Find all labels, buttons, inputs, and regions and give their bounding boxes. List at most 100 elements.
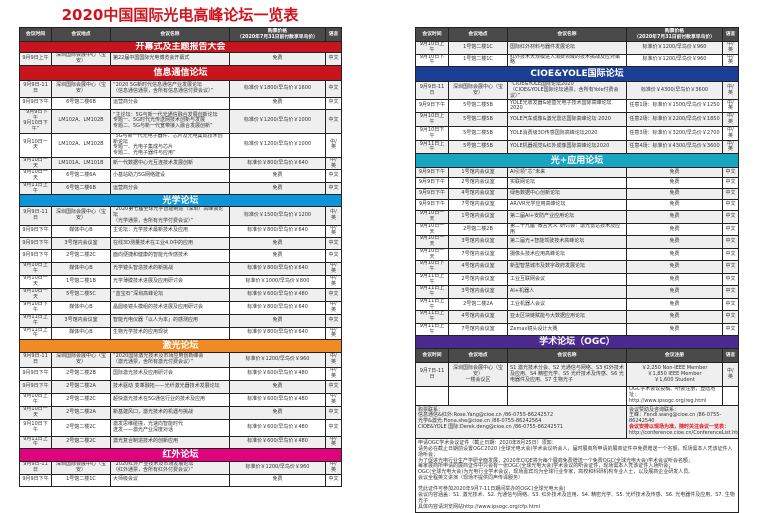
cell-name: YOLE汽车成像&激光雷达国际高峰论坛 2020 [507, 112, 627, 128]
cell-name: 第二届AI+安防产业应用论坛 [507, 210, 627, 224]
cell-name: 生物光学技术的应用现状 [110, 326, 230, 341]
cell-location: 媒体中心B [51, 326, 111, 341]
cell-price: 任意2场：标准价￥2200/早鸟价￥1850 [626, 112, 723, 128]
cell-location: 6号馆二楼6A [51, 169, 111, 183]
table-row: 9月10日下午 1号馆二楼1C 红外技术大规模进入消费领域的技术挑战及应对策略 标准价… [415, 53, 739, 67]
cell-price: 标准价￥800/早鸟价￥640 [229, 224, 326, 239]
cell-name: 激光复合制造技术的创新应用 [110, 435, 230, 450]
cell-location: 2号馆内会议室 [448, 272, 508, 287]
cell-time: 9月7日-11日 [415, 362, 449, 388]
cell-name: “2020国际激光技术及市场应用创新峰会 （激光通票，含所有激光付费会议）” [110, 352, 230, 369]
cell-location: 深圳国际会展中心（宝安） [51, 52, 111, 66]
table-row: 9月9日-11日 深圳国际会展中心（宝安） “CIOE&YOLE国际论坛2020 （… [415, 80, 739, 101]
cell-name: 运营商分会 [110, 96, 230, 110]
cell-name: 主论坛：光学技术最新技术及应用 [110, 224, 230, 239]
table-row: 9月9日下午 3号馆内会议室 在线3D测量技术在工业4.0中的应用 免费 中文 [19, 237, 342, 251]
cell-language: 中文 [722, 322, 739, 337]
cell-time: 9月10日上午 [19, 262, 52, 277]
cell-language: 中文 [722, 177, 739, 190]
cell-time: 9月11日上午 [415, 140, 449, 155]
header-name: 会议名称 [110, 27, 230, 42]
cell-time: 9月9日下午 [415, 199, 449, 212]
cell-name: 亚太区块链赋能与大数据应用论坛 [507, 310, 627, 324]
cell-price: 免费 [229, 169, 326, 183]
table-row: “9月9日下午 9月10日下午” LM102A、LM102B “主论坛：5G与新一代… [19, 108, 342, 134]
cell-location: 1号馆二楼1C [51, 473, 111, 487]
cell-language: 中文 [325, 418, 342, 437]
cell-language: 中/英 [325, 326, 342, 341]
cell-name: 光学镜头智造技术的新挑战 [110, 262, 230, 277]
cell-time: 9月10日一天 [19, 156, 52, 171]
cell-time: 9月9日下午 [415, 167, 449, 179]
cell-language: 中文 [722, 297, 739, 312]
cell-price: 标准价￥1800/早鸟价￥1600 [229, 79, 326, 98]
cell-location [448, 386, 508, 406]
cell-name: 运营商分会 [110, 181, 230, 196]
cell-location: 2号馆二楼2C [51, 392, 111, 407]
cell-price: 标准价￥4300/早鸟价￥3600 [626, 80, 723, 101]
cell-location: 1号馆内会议室 [448, 167, 508, 179]
cell-location: 6号馆二楼6B [51, 96, 111, 110]
header-language: 语言 [722, 348, 739, 364]
section-row: 光学论坛 [19, 194, 342, 208]
cell-language: 中/英 [325, 156, 342, 171]
cell-time: 9月11日上午 [19, 435, 52, 450]
cell-language: 中文 [722, 235, 739, 249]
cell-location: 2号馆二楼2A [51, 379, 111, 394]
table-row: 9月10日一天 2号馆二楼2A 新基建风口，激光技术的机遇与挑战 免费 中文 [19, 405, 342, 420]
section-row: CIOE&YOLE国际论坛 [415, 66, 739, 82]
cell-language: 中/英 [325, 262, 342, 277]
section-title: CIOE&YOLE国际论坛 [415, 66, 739, 82]
cell-location: 深圳国际会展中心（宝安） 一楼会议区 [448, 362, 508, 388]
cell-location: 1号馆二楼1C [448, 53, 508, 67]
cell-name: “5G与新一代光电子器件、芯片及光电集成技术创新论坛 专题一、光电子集成与芯片 … [110, 132, 230, 158]
cell-name: 新型智慧城市及数字政府发展论坛 [507, 260, 627, 274]
cell-location: 6号馆二楼6B [51, 181, 111, 196]
cell-language [722, 386, 739, 406]
cell-price: 免费 [229, 96, 326, 110]
cell-time: 9月10日上午 [415, 41, 449, 55]
cell-location: 7号馆内会议室 [448, 247, 508, 262]
cell-time: 9月9日-11日 [19, 79, 52, 98]
header-price: 购票价格 （2020年7月31日前付款享早鸟价） [626, 27, 723, 42]
cell-price: 免费 [229, 237, 326, 251]
header-language: 语言 [722, 27, 739, 42]
conference-list-link[interactable]: http://conference.cioe.cn/ConferenceList… [629, 429, 739, 436]
table-row: 9月9日下午 2号馆二楼2B 国际激光技术及应用研讨会 标准价￥600/早鸟价￥480… [19, 367, 342, 381]
cell-time: 9月9日下午 [19, 473, 52, 487]
table-row: 9月10日上午 媒体中心B 光学镜头智造技术的新挑战 标准价￥800/早鸟价￥640 中… [19, 262, 342, 277]
cell-price: 免费 [626, 177, 723, 190]
cell-name: Zemax镜头设计大赛 [507, 322, 627, 337]
cell-name: 第二十九届“微言大义”研讨会：激光雷达技术及应用 [507, 222, 627, 237]
cell-price: 标准价￥1000/早鸟价￥800 [229, 275, 326, 290]
cell-language: 中/英 [325, 392, 342, 407]
cell-location: 4号馆内会议室 [448, 260, 508, 274]
cell-location: 媒体中心B [51, 262, 111, 277]
cell-time: 9月9日上午 [19, 52, 52, 66]
cell-name: 智能光电仪器「以人为本」的感测应用 [110, 313, 230, 328]
cell-name: “2020第七届全球光学智能制造（深圳）高峰会论坛 （光学通票，含所有光学付费会… [110, 206, 230, 226]
cell-name: YOLE光收发器&硅基光电子技术国际高峰论坛2020 [507, 99, 627, 114]
cell-time: 9月10日上午 [415, 112, 449, 128]
cell-location: 2号馆内会议室 [448, 177, 508, 190]
cell-time: 9月9日下午 [19, 367, 52, 381]
cell-location: LM102A、LM102B [51, 132, 111, 158]
cell-language: 中文 [325, 108, 342, 134]
cell-language: 中文 [325, 79, 342, 98]
cell-language: 中文 [722, 222, 739, 237]
cell-name: 绿色数据中心创新论坛 [507, 188, 627, 201]
right-schedule-table: 会议时间 会议地点 会议名称 购票价格 （2020年7月31日前付款享早鸟价） 语言 9月… [415, 27, 739, 513]
table-row: 9月10日上午 1号馆二楼1C 国际红外材料与器件发展论坛 标准价￥1200/早鸟价￥… [415, 41, 739, 55]
section-title: 开幕式及主题报告大会 [19, 40, 342, 54]
cell-price: 标准价￥600/早鸟价￥480 [229, 392, 326, 407]
cell-language: 中/英 [722, 362, 739, 388]
cell-language: 中文 [325, 52, 342, 66]
cell-price: 免费 [626, 199, 723, 212]
cell-location: LM102A、LM102B [51, 108, 111, 134]
cell-location: 3号馆内会议室 [448, 235, 508, 249]
cell-time: 9月10日下午 [415, 53, 449, 67]
cell-location: 7号馆内会议室 [448, 199, 508, 212]
section-row: 学术论坛（OGC） [415, 335, 739, 350]
table-row: OGC学术会议投稿、听会注册，登陆地址： http://www.ipsogc.o… [415, 386, 739, 406]
cell-time: 9月9日-11日 [415, 80, 449, 101]
